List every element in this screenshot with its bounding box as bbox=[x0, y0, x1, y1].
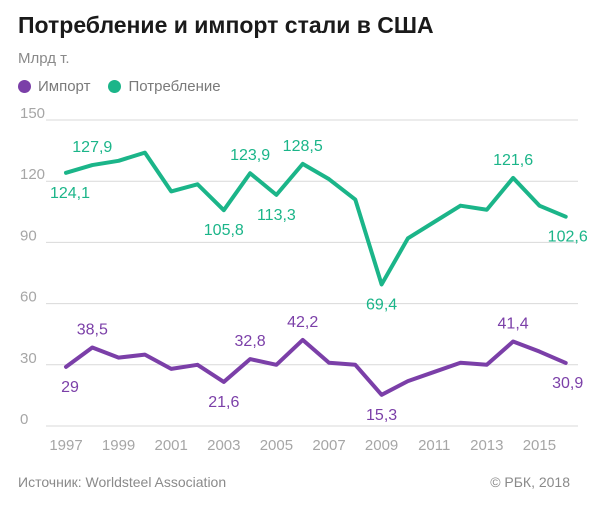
x-tick-label: 2015 bbox=[523, 437, 556, 454]
legend-label-consumption: Потребление bbox=[128, 78, 221, 95]
data-label: 102,6 bbox=[548, 229, 588, 246]
data-label: 113,3 bbox=[257, 207, 296, 224]
data-label: 127,9 bbox=[72, 139, 112, 156]
y-tick-label: 60 bbox=[20, 289, 37, 306]
copyright: © РБК, 2018 bbox=[490, 474, 570, 490]
y-tick-label: 90 bbox=[20, 227, 37, 244]
x-tick-label: 1997 bbox=[49, 437, 82, 454]
x-tick-label: 2007 bbox=[312, 437, 345, 454]
y-tick-label: 150 bbox=[20, 105, 45, 122]
data-label: 30,9 bbox=[552, 375, 583, 392]
x-tick-label: 1999 bbox=[102, 437, 135, 454]
data-label: 69,4 bbox=[366, 296, 397, 313]
data-label: 15,3 bbox=[366, 407, 397, 424]
legend-item-consumption: Потребление bbox=[108, 78, 221, 95]
x-tick-label: 2009 bbox=[365, 437, 398, 454]
data-label: 21,6 bbox=[208, 394, 239, 411]
x-tick-label: 2005 bbox=[260, 437, 293, 454]
data-label: 105,8 bbox=[204, 222, 244, 239]
chart-title: Потребление и импорт стали в США bbox=[18, 12, 434, 38]
data-label: 124,1 bbox=[50, 185, 90, 202]
series-line-import bbox=[64, 337, 568, 397]
data-label: 121,6 bbox=[493, 152, 533, 169]
x-tick-label: 2011 bbox=[418, 437, 450, 454]
x-tick-label: 2001 bbox=[155, 437, 188, 454]
y-tick-label: 120 bbox=[20, 166, 45, 183]
data-label: 123,9 bbox=[230, 147, 270, 164]
data-label: 38,5 bbox=[77, 321, 108, 338]
series-line-consumption bbox=[64, 150, 568, 287]
source-note: Источник: Worldsteel Association bbox=[18, 474, 227, 490]
legend-label-import: Импорт bbox=[38, 78, 91, 95]
legend-item-import: Импорт bbox=[18, 78, 90, 95]
data-label: 29 bbox=[61, 379, 79, 396]
legend-dot-import bbox=[18, 80, 31, 93]
data-label: 128,5 bbox=[283, 138, 323, 155]
y-tick-label: 0 bbox=[20, 411, 28, 428]
unit-label: Млрд т. bbox=[18, 50, 70, 67]
data-label: 41,4 bbox=[498, 316, 529, 333]
legend: Импорт Потребление bbox=[18, 78, 239, 95]
y-tick-label: 30 bbox=[20, 350, 37, 367]
x-tick-label: 2013 bbox=[470, 437, 503, 454]
legend-dot-consumption bbox=[108, 80, 122, 93]
x-tick-label: 2003 bbox=[207, 437, 240, 454]
data-label: 42,2 bbox=[287, 314, 318, 331]
data-label: 32,8 bbox=[235, 333, 266, 350]
